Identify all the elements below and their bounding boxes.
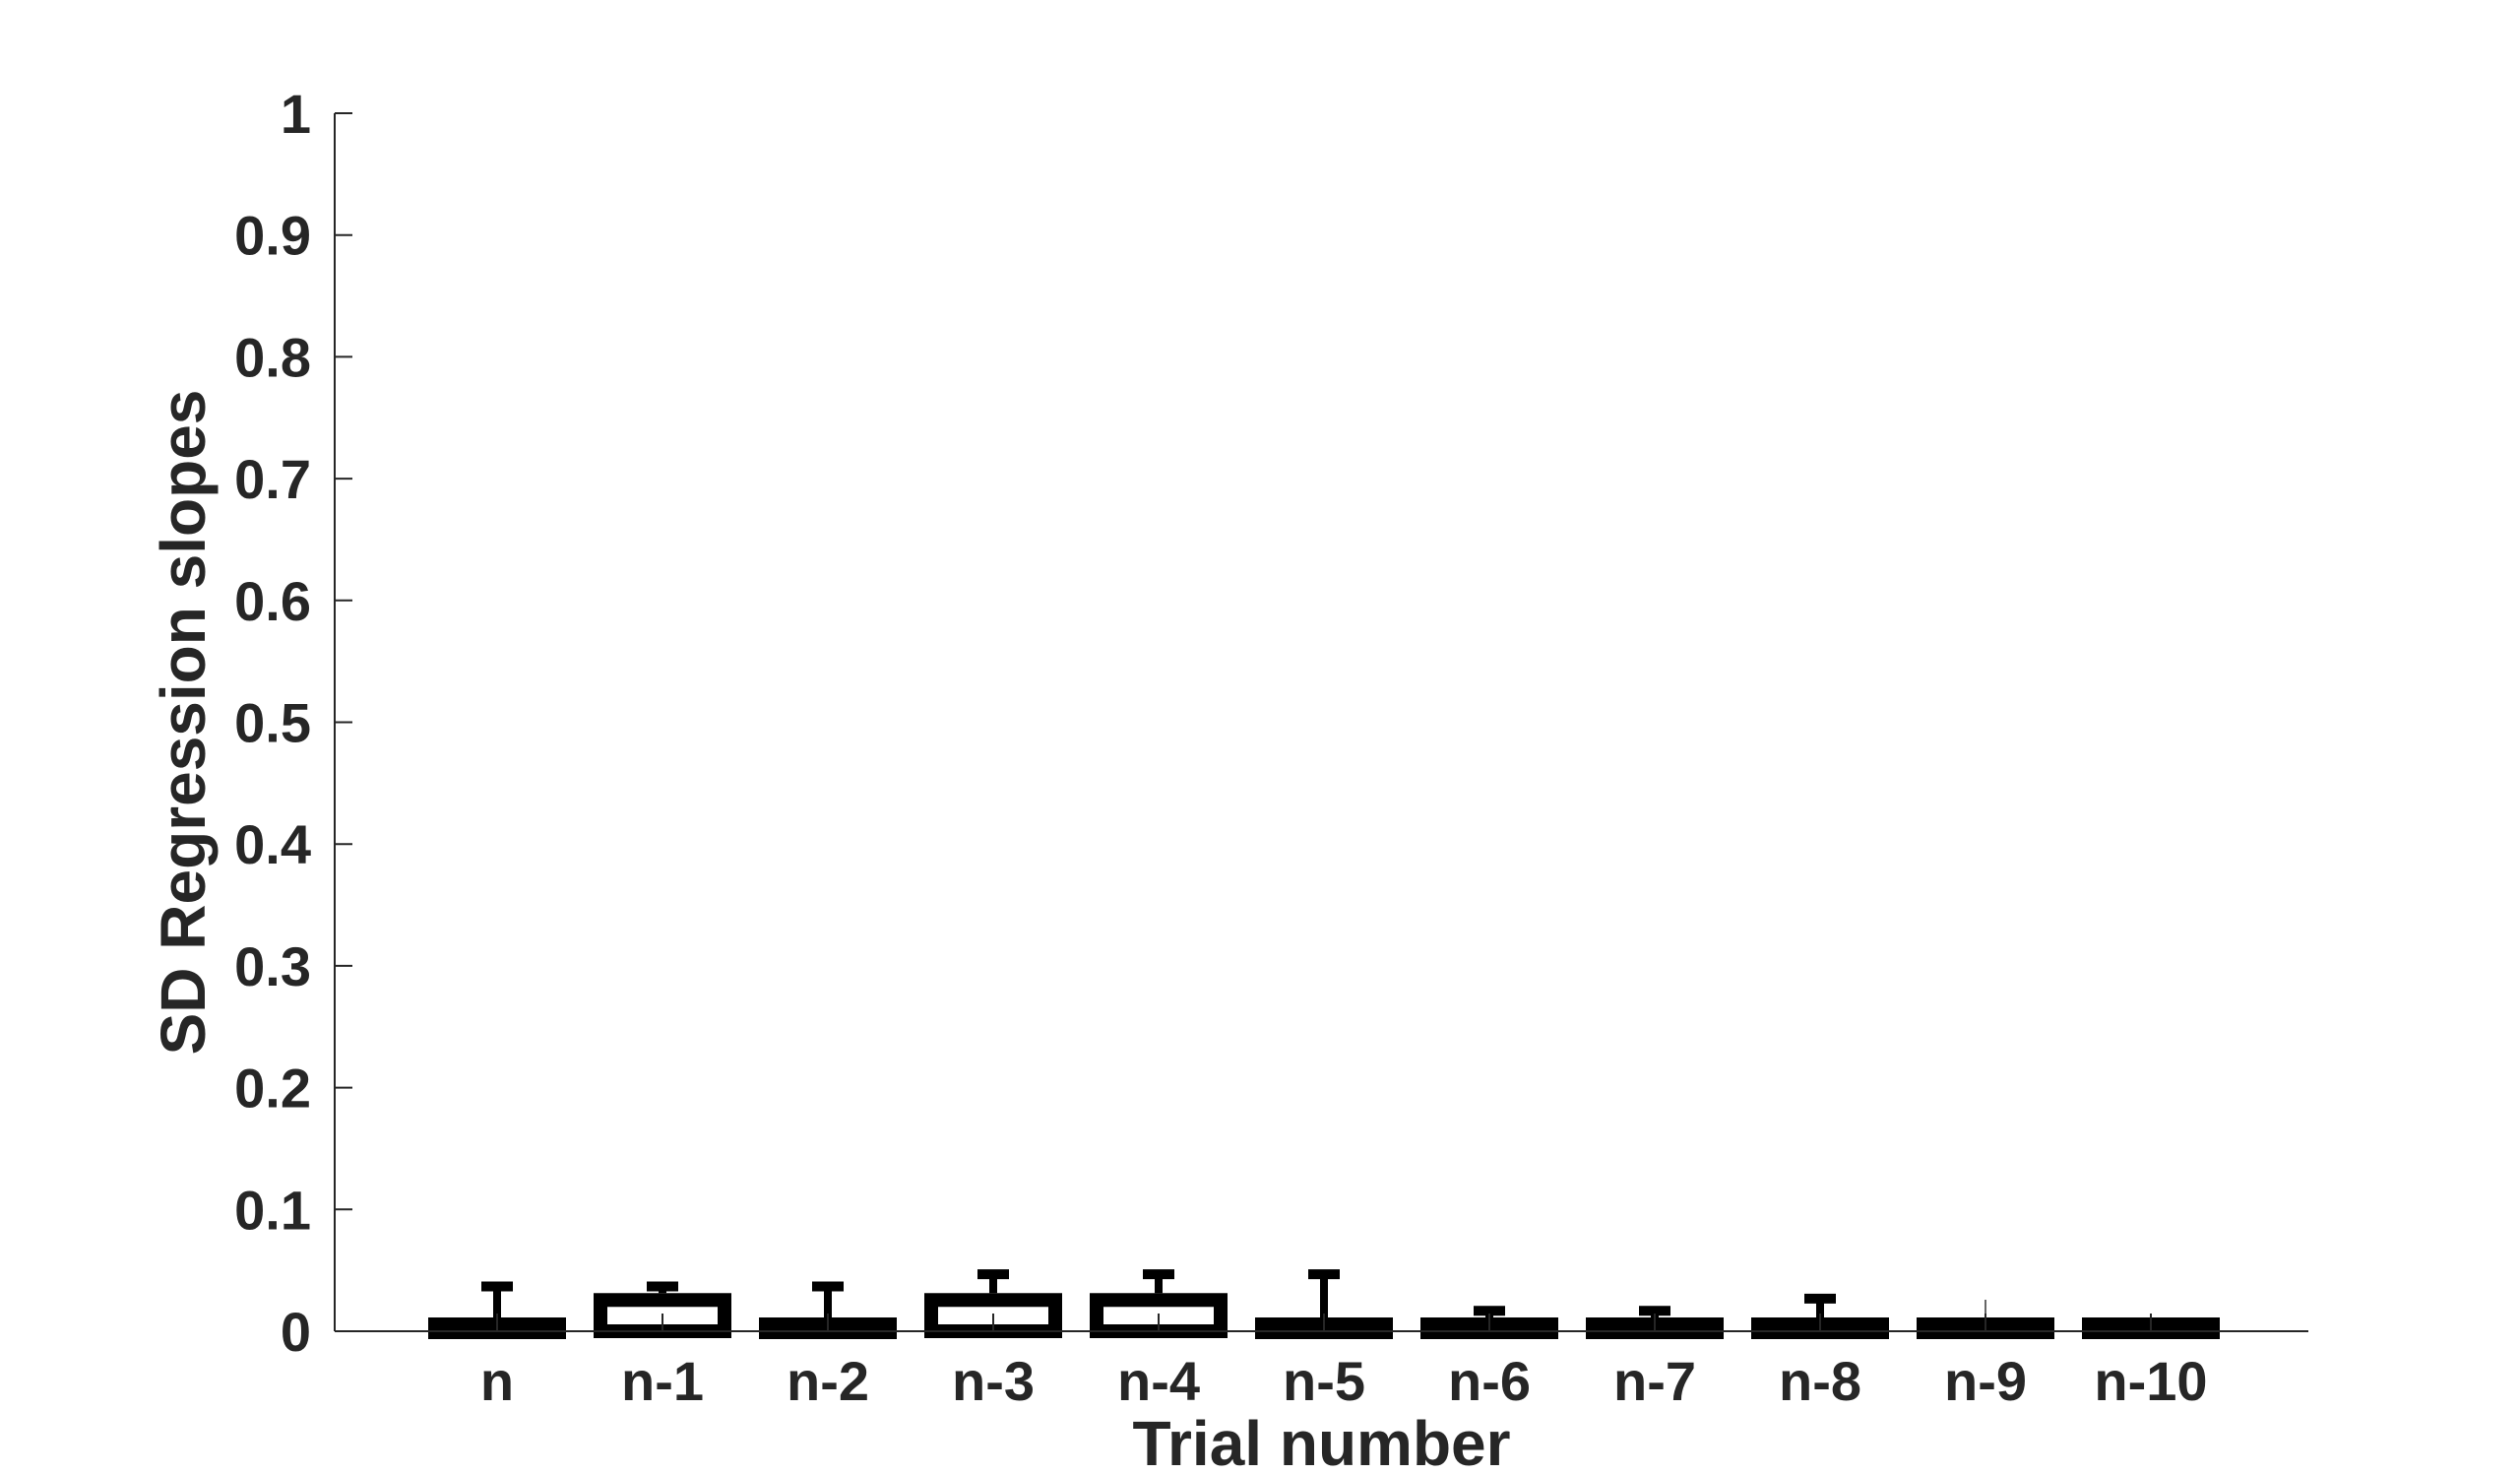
- y-tick-label: 0.8: [234, 326, 311, 388]
- x-axis-ticks: n n-1 n-2 n-3 n-4 n-5 n-6 n-7 n-8 n-9 n-10: [480, 1314, 2208, 1412]
- y-tick-label: 0.5: [234, 692, 311, 754]
- y-tick-label: 0.3: [234, 935, 311, 997]
- y-tick-label: 0.7: [234, 448, 311, 510]
- y-tick-label: 0: [281, 1301, 311, 1363]
- x-tick-label: n: [480, 1350, 514, 1412]
- y-tick-label: 0.9: [234, 205, 311, 267]
- y-tick-label: 0.2: [234, 1058, 311, 1120]
- y-tick-label: 1: [281, 83, 311, 145]
- y-axis-ticks: 0 0.1 0.2 0.3 0.4 0.5 0.6 0.7 0.8 0.9 1: [234, 83, 352, 1363]
- y-axis-title: SD Regression slopes: [148, 390, 219, 1056]
- plot-area: 0 0.1 0.2 0.3 0.4 0.5 0.6 0.7 0.8 0.9 1 n n-1 n-2 n-3…: [234, 83, 2308, 1412]
- y-tick-label: 0.4: [234, 813, 311, 875]
- x-tick-label: n-2: [787, 1350, 869, 1412]
- error-bars: [481, 1269, 2167, 1328]
- x-tick-label: n-10: [2094, 1350, 2207, 1412]
- x-tick-label: n-7: [1613, 1350, 1696, 1412]
- x-tick-label: n-1: [621, 1350, 704, 1412]
- y-tick-label: 0.1: [234, 1179, 311, 1241]
- x-axis-title: Trial number: [1132, 1408, 1510, 1475]
- x-tick-label: n-6: [1448, 1350, 1531, 1412]
- x-tick-label: n-5: [1283, 1350, 1365, 1412]
- x-tick-label: n-3: [952, 1350, 1035, 1412]
- x-tick-label: n-8: [1779, 1350, 1861, 1412]
- x-tick-label: n-4: [1117, 1350, 1200, 1412]
- x-tick-label: n-9: [1944, 1350, 2027, 1412]
- y-tick-label: 0.6: [234, 570, 311, 632]
